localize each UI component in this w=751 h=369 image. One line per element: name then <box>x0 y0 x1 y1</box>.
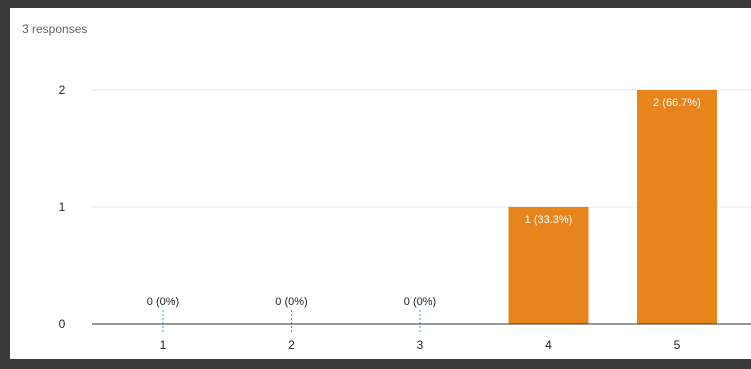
data-label: 0 (0%) <box>404 296 436 308</box>
x-tick-label: 2 <box>288 338 295 352</box>
y-tick-label: 2 <box>59 83 66 97</box>
bar-chart: 0 1 2 0 (0%) 1 0 (0%) 2 0 (0%) 3 1 (33.3%) 4 2 (66.… <box>59 83 751 352</box>
chart-panel: 3 responses 0 1 2 0 (0%) 1 0 (0%) 2 0 (0%) 3 1 (3… <box>10 8 751 359</box>
x-tick-label: 4 <box>545 338 552 352</box>
bar <box>637 90 717 324</box>
bar <box>508 207 589 324</box>
data-label: 0 (0%) <box>275 296 307 308</box>
x-tick-label: 5 <box>674 338 681 352</box>
y-tick-label: 0 <box>59 317 66 331</box>
y-tick-label: 1 <box>59 200 66 214</box>
data-label: 1 (33.3%) <box>525 214 573 226</box>
responses-count: 3 responses <box>22 22 88 36</box>
x-tick-label: 1 <box>160 338 167 352</box>
x-tick-label: 3 <box>417 338 424 352</box>
data-label: 2 (66.7%) <box>653 97 701 109</box>
data-label: 0 (0%) <box>147 296 179 308</box>
